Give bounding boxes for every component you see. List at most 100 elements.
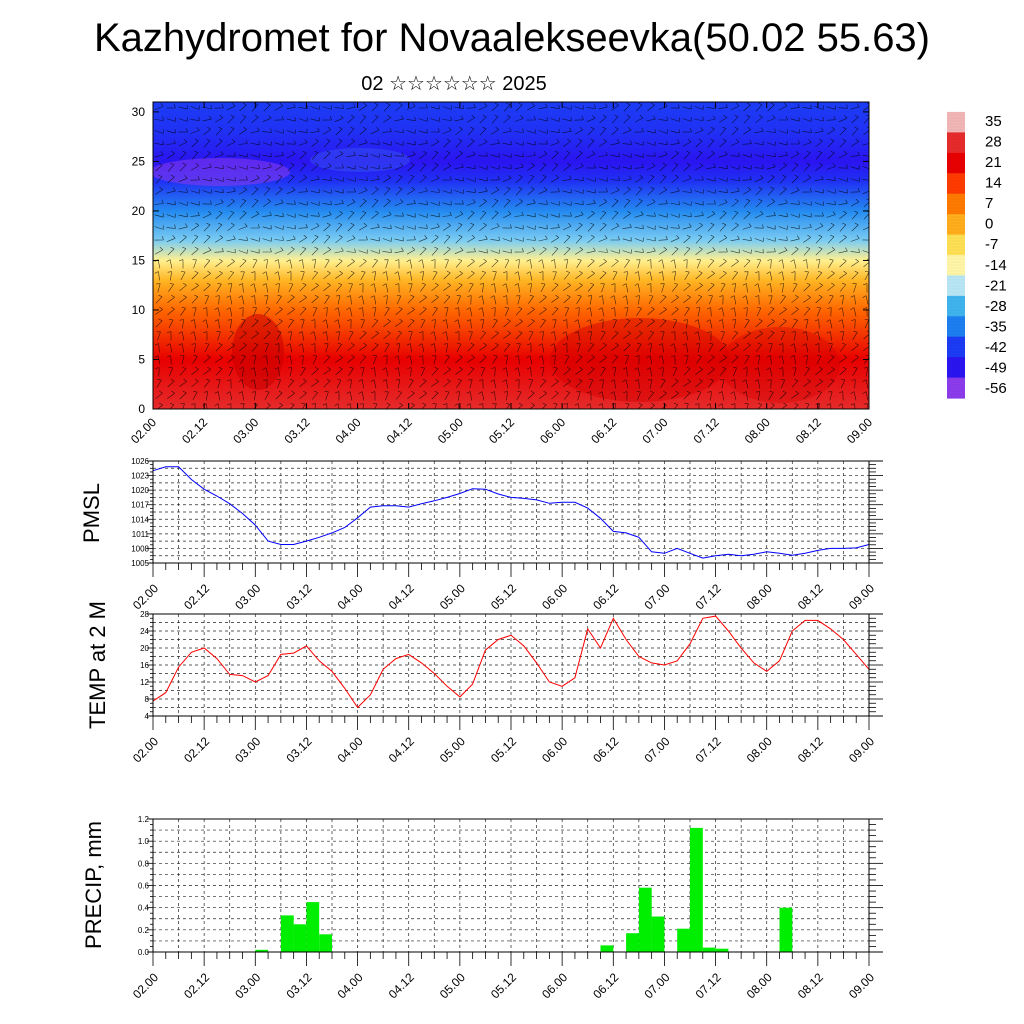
heatmap-y-tick-label: 10 bbox=[132, 303, 146, 317]
precip-x-tick-label: 04.00 bbox=[335, 970, 366, 1001]
temp-x-tick-label: 03.12 bbox=[283, 734, 314, 765]
cross-section-panel: 0 5 10 15 20 25 30 02.00 02.12 03.00 03.12 04.00 04… bbox=[128, 101, 875, 446]
temp-x-tick-label: 03.00 bbox=[232, 734, 263, 765]
heatmap-y-tick-label: 30 bbox=[132, 105, 146, 119]
pmsl-x-axis bbox=[152, 563, 870, 577]
colorbar-swatch bbox=[947, 316, 965, 338]
colorbar-label: -7 bbox=[985, 236, 998, 253]
colorbar-label: 0 bbox=[985, 216, 993, 233]
precip-y-axis bbox=[147, 818, 883, 953]
precip-ylabel: PRECIP, mm bbox=[81, 821, 106, 949]
precip-bar bbox=[677, 928, 690, 952]
temp-x-tick-label: 06.12 bbox=[590, 734, 621, 765]
precip-x-tick-label: 08.12 bbox=[795, 970, 826, 1001]
precip-bar bbox=[293, 924, 307, 952]
colorbar-swatch bbox=[947, 152, 965, 174]
precip-x-tick-label: 02.12 bbox=[181, 970, 212, 1001]
heatmap-x-tick-label: 05.12 bbox=[486, 415, 517, 446]
heatmap-x-tick-label: 02.00 bbox=[128, 415, 159, 446]
temp-x-tick-label: 02.00 bbox=[130, 734, 161, 765]
colorbar-label: -35 bbox=[985, 318, 1007, 335]
precip-bar bbox=[280, 915, 294, 952]
precip-bar bbox=[715, 948, 729, 952]
precip-x-tick-label: 09.00 bbox=[846, 970, 877, 1001]
colorbar-label: -56 bbox=[985, 380, 1007, 397]
heatmap-y-tick-label: 0 bbox=[138, 402, 145, 416]
precip-y-tick-label: 0.6 bbox=[138, 882, 150, 891]
temp-y-axis bbox=[147, 613, 883, 717]
temp-x-tick-label: 08.00 bbox=[744, 734, 775, 765]
precip-bar bbox=[651, 916, 665, 952]
precip-y-tick-label: 1.0 bbox=[138, 837, 150, 846]
precip-x-tick-label: 02.00 bbox=[130, 970, 161, 1001]
pmsl-x-tick-label: 03.00 bbox=[232, 581, 263, 612]
colorbar-swatch bbox=[947, 173, 965, 195]
pmsl-y-axis bbox=[147, 460, 883, 564]
wind-barbs bbox=[154, 102, 869, 409]
temp-x-tick-label: 06.00 bbox=[539, 734, 570, 765]
precip-x-tick-label: 03.00 bbox=[232, 970, 263, 1001]
field-blob bbox=[310, 148, 410, 172]
pmsl-y-tick-label: 1026 bbox=[131, 457, 149, 466]
precip-x-tick-label: 07.00 bbox=[641, 970, 672, 1001]
precip-x-tick-label: 04.12 bbox=[386, 970, 417, 1001]
colorbar-swatch bbox=[947, 295, 965, 317]
colorbar-swatch bbox=[947, 377, 965, 399]
precip-bar bbox=[600, 945, 614, 952]
temp-y-tick-label: 4 bbox=[145, 712, 150, 721]
precip-bar bbox=[702, 947, 716, 952]
temp-y-tick-label: 8 bbox=[145, 695, 150, 704]
colorbar-label: -28 bbox=[985, 298, 1007, 315]
temp-x-tick-label: 02.12 bbox=[181, 734, 212, 765]
pmsl-grid bbox=[153, 460, 869, 564]
temp-x-tick-label: 09.00 bbox=[846, 734, 877, 765]
field-blob bbox=[550, 318, 730, 402]
heatmap-x-tick-label: 04.00 bbox=[333, 415, 364, 446]
precip-x-tick-label: 05.12 bbox=[488, 970, 519, 1001]
colorbar-label: -49 bbox=[985, 360, 1007, 377]
precip-bar bbox=[319, 934, 332, 952]
heatmap-x-tick-label: 06.12 bbox=[588, 415, 619, 446]
heatmap-y-tick-label: 15 bbox=[132, 253, 146, 267]
precip-bar bbox=[255, 949, 269, 952]
precip-y-tick-label: 0.4 bbox=[138, 904, 150, 913]
colorbar-swatch bbox=[947, 234, 965, 256]
precip-panel: PRECIP, mm 0.0 0.2 0.4 0.6 0.8 1.0 1.2 02.00 02.… bbox=[81, 815, 883, 1001]
chart-subtitle: 02 ☆☆☆☆☆☆ 2025 bbox=[361, 73, 547, 95]
temp-x-tick-label: 04.00 bbox=[335, 734, 366, 765]
pmsl-y-tick-label: 1020 bbox=[131, 486, 149, 495]
temp-y-tick-label: 20 bbox=[140, 644, 149, 653]
temp-x-tick-label: 05.12 bbox=[488, 734, 519, 765]
pmsl-x-tick-label: 03.12 bbox=[283, 581, 314, 612]
colorbar-swatch bbox=[947, 275, 965, 297]
pmsl-x-tick-label: 06.12 bbox=[590, 581, 621, 612]
pmsl-x-tick-label: 07.12 bbox=[693, 581, 724, 612]
heatmap-x-tick-label: 05.00 bbox=[435, 415, 466, 446]
precip-x-tick-label: 05.00 bbox=[437, 970, 468, 1001]
precip-x-tick-label: 07.12 bbox=[693, 970, 724, 1001]
heatmap-x-tick-label: 03.00 bbox=[230, 415, 261, 446]
precip-y-tick-label: 0.0 bbox=[138, 948, 150, 957]
heatmap-y-tick-label: 20 bbox=[132, 204, 146, 218]
temp-y-tick-label: 24 bbox=[140, 627, 149, 636]
field-blob bbox=[153, 158, 290, 186]
pmsl-x-tick-label: 08.00 bbox=[744, 581, 775, 612]
precip-y-tick-label: 0.8 bbox=[138, 859, 150, 868]
wind-barb-path bbox=[154, 102, 869, 409]
pmsl-y-tick-label: 1005 bbox=[131, 559, 149, 568]
pmsl-x-tick-label: 04.12 bbox=[386, 581, 417, 612]
precip-y-tick-label: 1.2 bbox=[138, 815, 150, 824]
pmsl-x-tick-label: 05.00 bbox=[437, 581, 468, 612]
temp-x-axis bbox=[152, 716, 870, 730]
temp-y-tick-label: 12 bbox=[140, 678, 149, 687]
pmsl-y-tick-label: 1014 bbox=[131, 515, 149, 524]
colorbar-swatch bbox=[947, 357, 965, 379]
precip-bar bbox=[638, 887, 652, 952]
heatmap-y-tick-label: 25 bbox=[132, 154, 146, 168]
field-blob bbox=[232, 314, 284, 390]
colorbar-swatch bbox=[947, 336, 965, 358]
field-blob bbox=[720, 327, 840, 403]
pmsl-ylabel: PMSL bbox=[79, 483, 104, 543]
temp-x-tick-label: 04.12 bbox=[386, 734, 417, 765]
pmsl-x-tick-label: 04.00 bbox=[335, 581, 366, 612]
